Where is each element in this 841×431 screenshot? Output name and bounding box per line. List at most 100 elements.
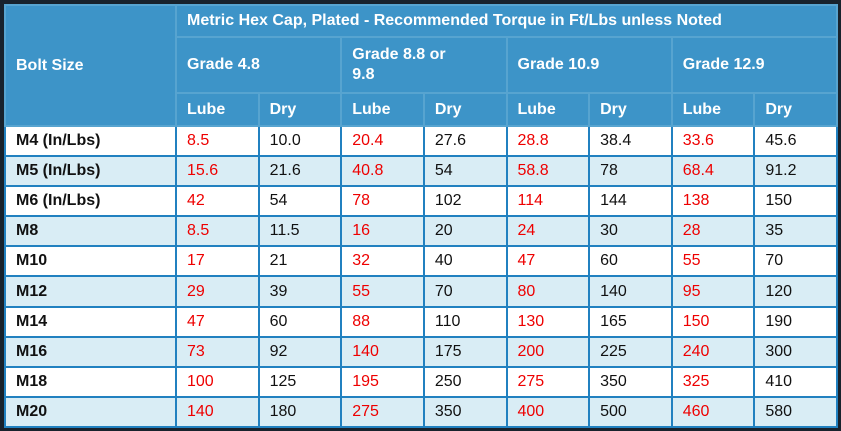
dry-value-cell: 92 — [257, 335, 343, 368]
dry-value-cell: 21.6 — [257, 155, 343, 188]
dry-value-cell: 21 — [257, 245, 343, 278]
lube-value-cell: 95 — [670, 275, 756, 308]
lube-value-cell: 29 — [175, 275, 260, 308]
lube-header: Lube — [670, 92, 756, 127]
lube-value-cell: 275 — [505, 365, 591, 398]
bolt-size-cell: M18 — [4, 365, 177, 398]
lube-value-cell: 88 — [340, 305, 425, 338]
table-row: M12 29 39 55 70 80 140 95 120 — [4, 275, 838, 308]
dry-value-cell: 35 — [753, 215, 838, 248]
dry-value-cell: 27.6 — [422, 124, 508, 158]
lube-value-cell: 325 — [670, 365, 756, 398]
dry-value-cell: 11.5 — [257, 215, 343, 248]
dry-header: Dry — [753, 92, 838, 127]
bolt-size-header: Bolt Size — [4, 4, 177, 127]
dry-value-cell: 54 — [422, 155, 508, 188]
table-row: M5 (In/Lbs) 15.6 21.6 40.8 54 58.8 78 68.4 91.2 — [4, 155, 838, 188]
dry-value-cell: 165 — [588, 305, 673, 338]
dry-value-cell: 144 — [588, 185, 673, 218]
dry-header: Dry — [257, 92, 343, 127]
dry-value-cell: 225 — [588, 335, 673, 368]
grade-header-4-8: Grade 4.8 — [174, 36, 343, 94]
lube-header: Lube — [505, 92, 591, 127]
torque-table: Bolt Size Metric Hex Cap, Plated - Recom… — [4, 4, 839, 429]
grade-row: Grade 4.8 Grade 8.8 or 9.8 Grade 10.9 Gr… — [5, 36, 839, 94]
lube-value-cell: 16 — [340, 215, 425, 248]
table-row: M16 73 92 140 175 200 225 240 300 — [4, 335, 838, 368]
dry-header: Dry — [588, 92, 673, 127]
lube-value-cell: 150 — [670, 305, 756, 338]
dry-value-cell: 580 — [753, 395, 838, 429]
dry-header: Dry — [422, 92, 508, 127]
lube-value-cell: 20.4 — [340, 124, 425, 158]
lube-value-cell: 80 — [505, 275, 591, 308]
bolt-size-cell: M16 — [4, 335, 177, 368]
lube-value-cell: 55 — [670, 245, 756, 278]
table-row: M14 47 60 88 110 130 165 150 190 — [4, 305, 838, 338]
dry-value-cell: 60 — [257, 305, 343, 338]
lube-value-cell: 47 — [505, 245, 591, 278]
table-row: M8 8.5 11.5 16 20 24 30 28 35 — [4, 215, 838, 248]
lube-value-cell: 73 — [175, 335, 260, 368]
lube-value-cell: 195 — [340, 365, 425, 398]
dry-value-cell: 140 — [588, 275, 673, 308]
grade-header-label: Grade 4.8 — [187, 56, 260, 73]
dry-value-cell: 410 — [753, 365, 838, 398]
bolt-size-cell: M10 — [4, 245, 177, 278]
dry-value-cell: 70 — [753, 245, 838, 278]
lube-value-cell: 140 — [340, 335, 425, 368]
dry-value-cell: 45.6 — [753, 124, 838, 158]
dry-value-cell: 20 — [422, 215, 508, 248]
lube-value-cell: 68.4 — [670, 155, 756, 188]
bolt-size-cell: M14 — [4, 305, 177, 338]
table-row: M4 (In/Lbs) 8.5 10.0 20.4 27.6 28.8 38.4 33.6 45… — [4, 124, 838, 158]
dry-value-cell: 350 — [422, 395, 508, 429]
dry-value-cell: 350 — [588, 365, 673, 398]
lube-value-cell: 28.8 — [505, 124, 591, 158]
dry-value-cell: 40 — [422, 245, 508, 278]
lube-header: Lube — [340, 92, 425, 127]
grade-header-label: Grade 12.9 — [682, 56, 765, 73]
dry-value-cell: 190 — [753, 305, 838, 338]
dry-value-cell: 500 — [588, 395, 673, 429]
lube-value-cell: 8.5 — [175, 215, 260, 248]
lube-value-cell: 138 — [670, 185, 756, 218]
title-row: Bolt Size Metric Hex Cap, Plated - Recom… — [4, 4, 838, 127]
lube-value-cell: 78 — [340, 185, 425, 218]
dry-value-cell: 38.4 — [588, 124, 673, 158]
lube-value-cell: 200 — [505, 335, 591, 368]
table-row: M20 140 180 275 350 400 500 460 580 — [4, 395, 838, 429]
lube-value-cell: 17 — [175, 245, 260, 278]
lube-value-cell: 47 — [175, 305, 260, 338]
grade-header-label: Grade 10.9 — [517, 56, 600, 73]
dry-value-cell: 102 — [422, 185, 508, 218]
table-title: Metric Hex Cap, Plated - Recommended Tor… — [175, 4, 838, 38]
table-row: M6 (In/Lbs) 42 54 78 102 114 144 138 150 — [4, 185, 838, 218]
lube-value-cell: 100 — [175, 365, 260, 398]
dry-value-cell: 250 — [422, 365, 508, 398]
lube-value-cell: 240 — [670, 335, 756, 368]
lube-value-cell: 55 — [340, 275, 425, 308]
dry-value-cell: 54 — [257, 185, 343, 218]
bolt-size-cell: M20 — [4, 395, 177, 429]
lube-value-cell: 400 — [505, 395, 591, 429]
lube-value-cell: 15.6 — [175, 155, 260, 188]
bolt-size-cell: M4 (In/Lbs) — [4, 124, 177, 158]
bolt-size-cell: M12 — [4, 275, 177, 308]
lube-value-cell: 114 — [505, 185, 591, 218]
dry-value-cell: 70 — [422, 275, 508, 308]
lube-value-cell: 33.6 — [670, 124, 756, 158]
dry-value-cell: 175 — [422, 335, 508, 368]
table-body: M4 (In/Lbs) 8.5 10.0 20.4 27.6 28.8 38.4 33.6 45… — [4, 124, 838, 429]
lube-value-cell: 28 — [670, 215, 756, 248]
bolt-size-cell: M6 (In/Lbs) — [4, 185, 177, 218]
grade-header-label: Grade 8.8 or 9.8 — [352, 46, 446, 83]
lube-value-cell: 140 — [175, 395, 260, 429]
lube-value-cell: 42 — [175, 185, 260, 218]
lube-header: Lube — [175, 92, 260, 127]
lube-value-cell: 275 — [340, 395, 425, 429]
dry-value-cell: 91.2 — [753, 155, 838, 188]
dry-value-cell: 10.0 — [257, 124, 343, 158]
lube-value-cell: 8.5 — [175, 124, 260, 158]
